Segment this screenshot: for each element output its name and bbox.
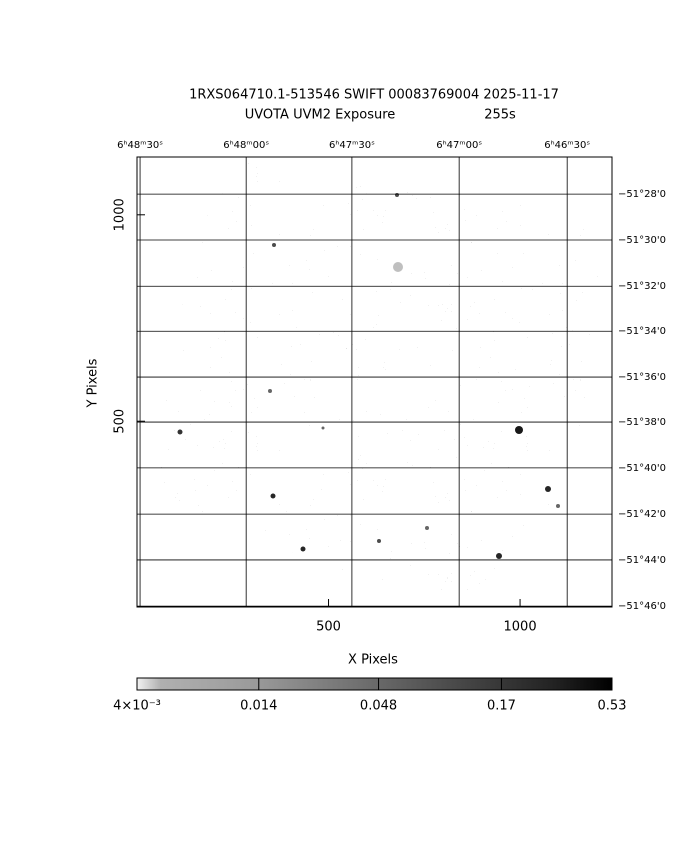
source: [393, 262, 403, 272]
exposure-map: [147, 160, 605, 605]
colorbar-tick-label: 0.048: [360, 699, 397, 714]
image: [147, 160, 605, 605]
right-tick-label: −51°38'0: [618, 417, 666, 428]
chart-title: 1RXS064710.1-513546 SWIFT 00083769004 20…: [189, 88, 559, 103]
x-tick-label: 1000: [504, 620, 537, 635]
source: [270, 493, 276, 499]
exposure: 255s: [484, 108, 516, 123]
source: [321, 426, 325, 430]
plot-frame: [136, 156, 613, 608]
y-tick-label: 1000: [113, 198, 128, 231]
x-tick-label: 500: [316, 620, 341, 635]
y-axis-label: Y Pixels: [86, 358, 101, 408]
x-axis-label: X Pixels: [348, 653, 398, 668]
source: [395, 193, 399, 197]
source: [515, 426, 523, 434]
right-tick-label: −51°30'0: [618, 235, 666, 246]
source: [177, 429, 183, 435]
colorbar-tick-label: 0.17: [487, 699, 516, 714]
colorbar-tick-label: 0.014: [240, 699, 277, 714]
chart-subtitle: UVOTA UVM2 Exposure: [245, 108, 396, 123]
right-tick-label: −51°40'0: [618, 463, 666, 474]
source: [425, 526, 429, 530]
right-tick-label: −51°42'0: [618, 509, 666, 520]
top-tick-label: 6ʰ46ᵐ30ˢ: [544, 140, 590, 151]
source: [272, 243, 276, 247]
colorbar-tick-label: 4×10⁻³: [113, 699, 161, 714]
source: [377, 539, 381, 543]
right-tick-label: −51°36'0: [618, 372, 666, 383]
source: [300, 546, 306, 552]
right-tick-label: −51°46'0: [618, 601, 666, 612]
source: [556, 504, 560, 508]
top-tick-label: 6ʰ47ᵐ30ˢ: [329, 140, 375, 151]
source: [545, 486, 551, 492]
y-tick-label: 500: [113, 409, 128, 434]
source: [496, 553, 502, 559]
colorbar-tick-label: 0.53: [598, 699, 627, 714]
right-tick-label: −51°44'0: [618, 555, 666, 566]
top-tick-label: 6ʰ48ᵐ00ˢ: [223, 140, 269, 151]
top-tick-label: 6ʰ47ᵐ00ˢ: [436, 140, 482, 151]
right-tick-label: −51°32'0: [618, 281, 666, 292]
right-tick-label: −51°28'0: [618, 189, 666, 200]
top-tick-label: 6ʰ48ᵐ30ˢ: [117, 140, 163, 151]
colorbar: [136, 677, 613, 691]
source: [268, 389, 272, 393]
right-tick-label: −51°34'0: [618, 326, 666, 337]
